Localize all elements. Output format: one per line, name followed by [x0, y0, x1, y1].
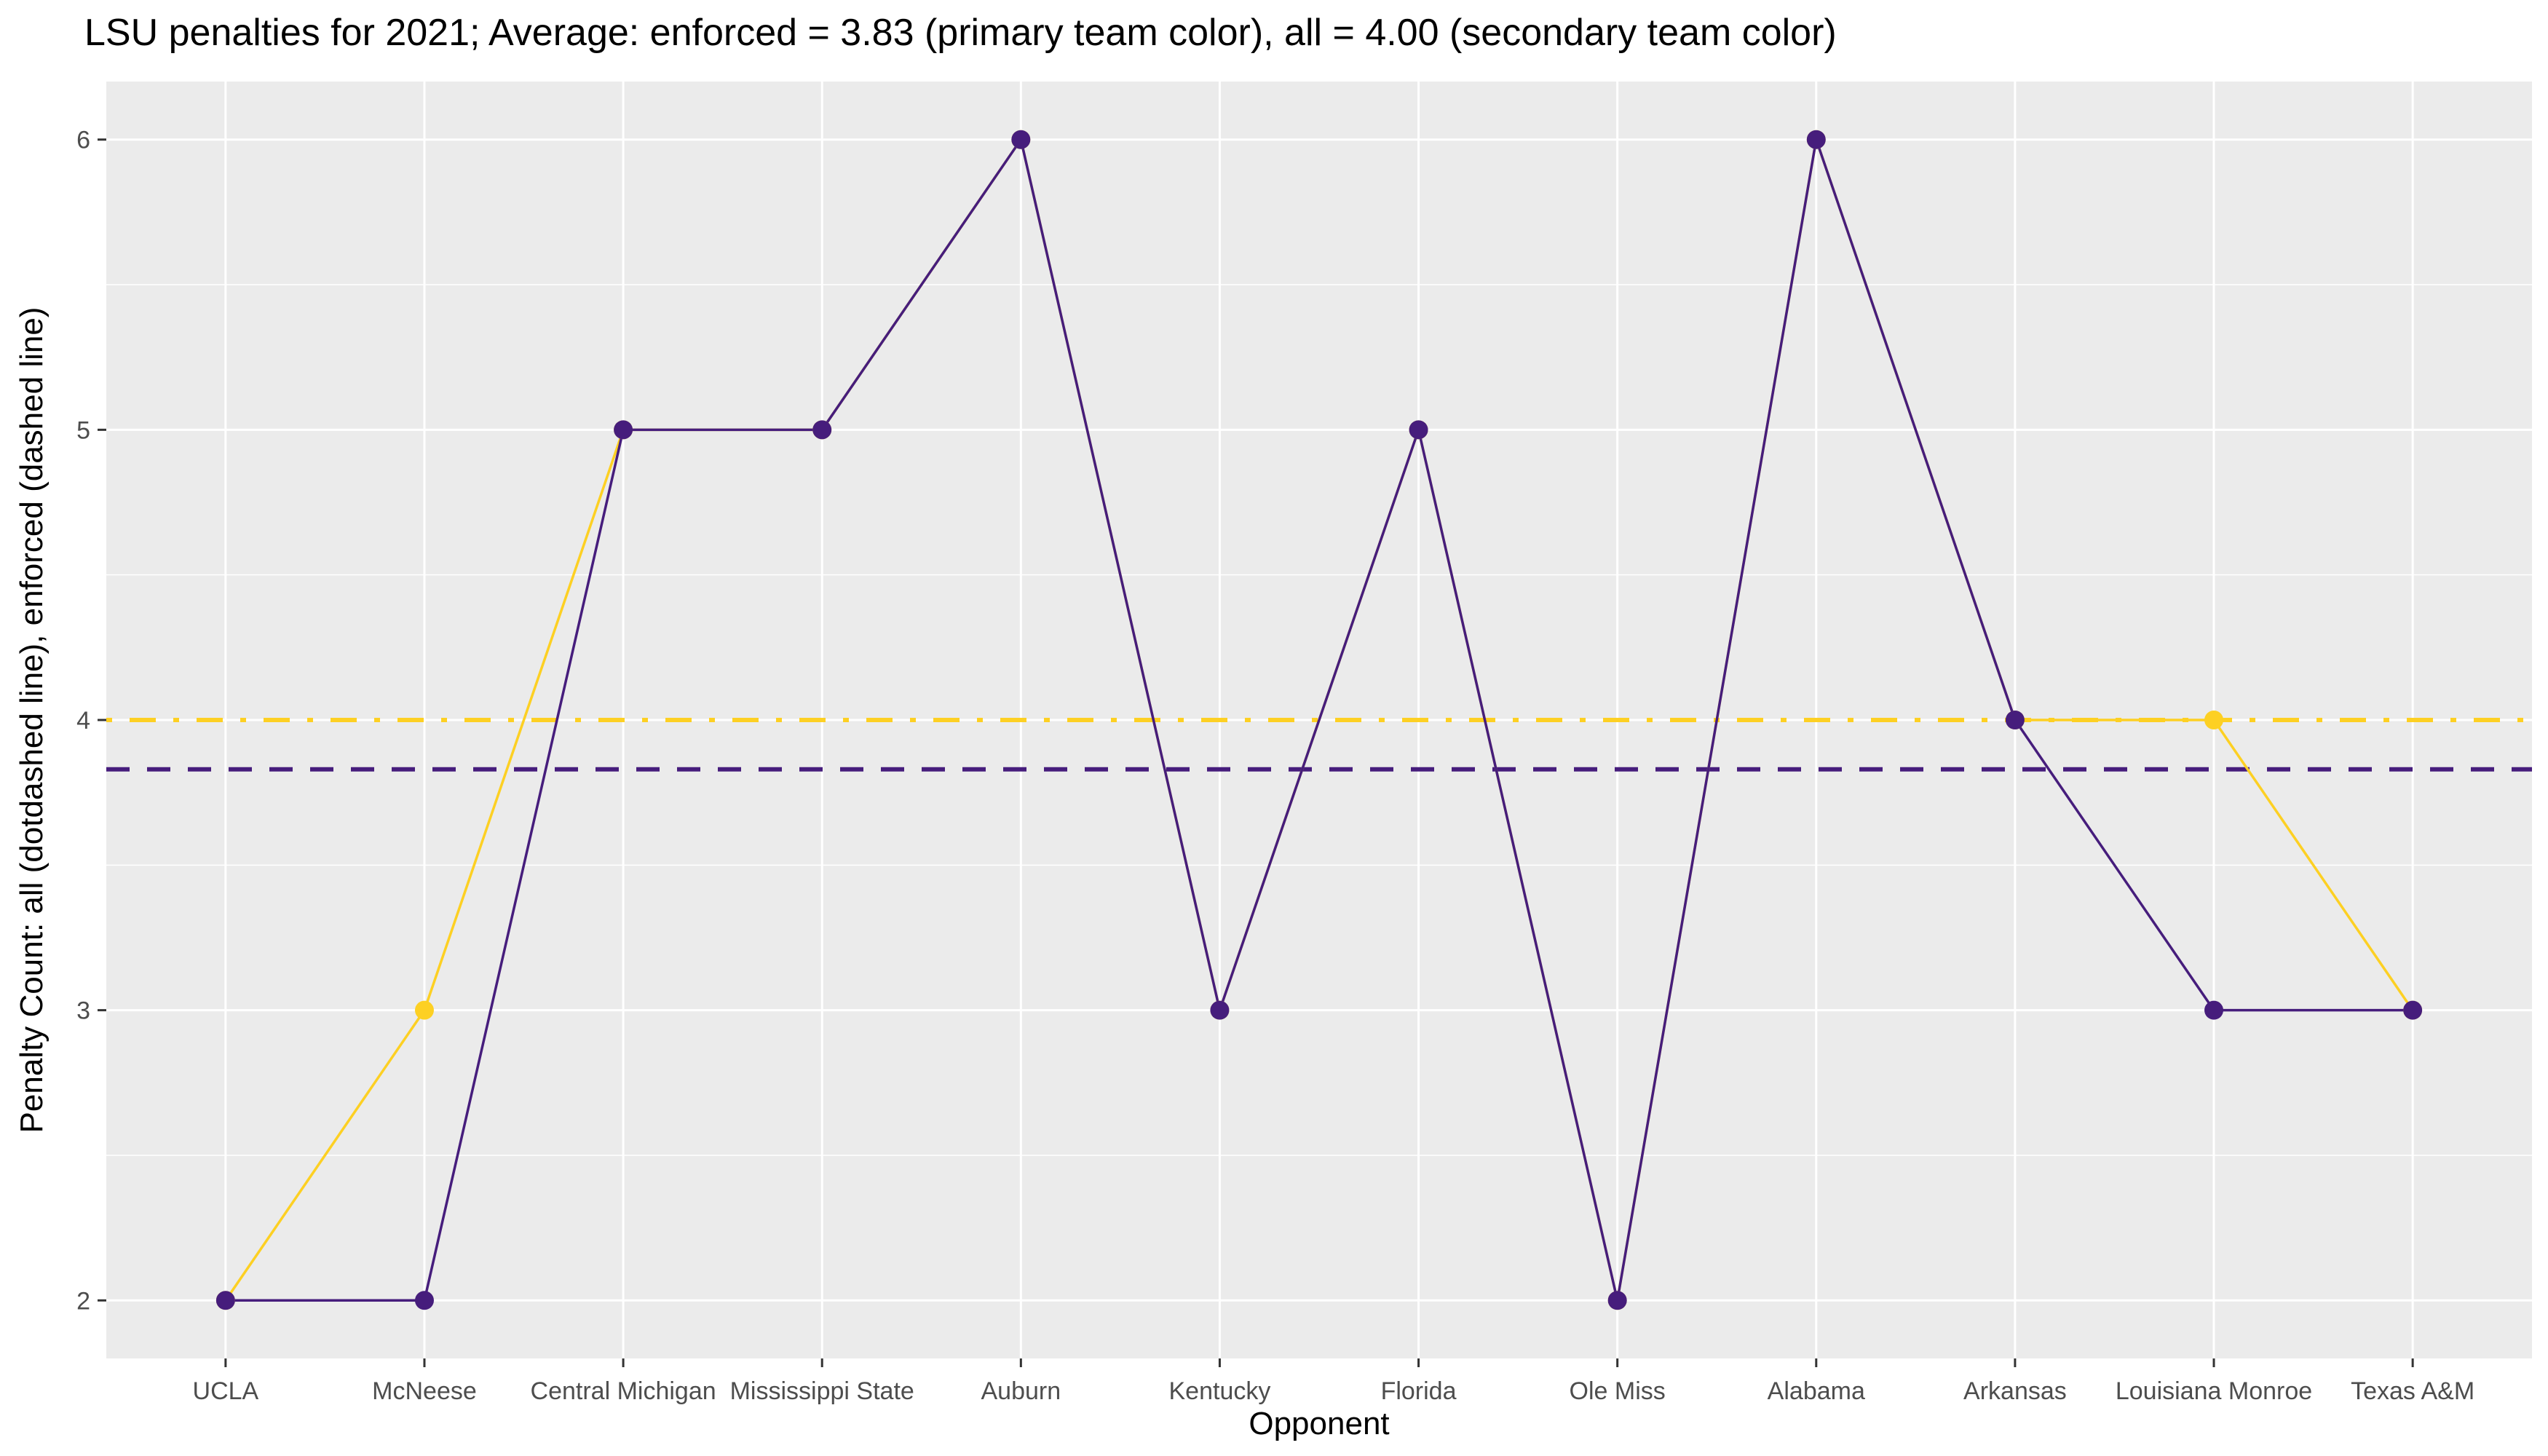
enforced-point — [2403, 1000, 2423, 1020]
enforced-point — [614, 420, 633, 440]
x-axis: UCLA McNeese Central Michigan Mississippi S… — [193, 1358, 2474, 1405]
y-tick-label: 3 — [76, 997, 90, 1025]
x-tick-label: Central Michigan — [531, 1377, 716, 1405]
x-tick-label: Texas A&M — [2351, 1377, 2474, 1405]
enforced-point — [1806, 130, 1826, 149]
enforced-point — [1011, 130, 1031, 149]
y-axis-title: Penalty Count: all (dotdashed line), enf… — [14, 307, 50, 1133]
x-tick-label: UCLA — [193, 1377, 259, 1405]
all-point — [414, 1000, 434, 1020]
x-tick-label: Mississippi State — [730, 1377, 914, 1405]
enforced-point — [1409, 420, 1428, 440]
all-point — [2204, 711, 2224, 729]
x-tick-label: Ole Miss — [1570, 1377, 1666, 1405]
y-axis: 2 3 4 5 6 — [76, 127, 106, 1315]
enforced-point — [2005, 711, 2025, 729]
x-tick-label: Arkansas — [1963, 1377, 2067, 1405]
x-tick-label: Florida — [1381, 1377, 1457, 1405]
x-tick-label: McNeese — [372, 1377, 477, 1405]
x-tick-label: Alabama — [1768, 1377, 1865, 1405]
x-tick-label: Louisiana Monroe — [2116, 1377, 2312, 1405]
chart-title: LSU penalties for 2021; Average: enforce… — [84, 12, 1837, 54]
series-lines — [224, 138, 2414, 1302]
x-tick-label: Kentucky — [1169, 1377, 1271, 1405]
enforced-point — [812, 420, 832, 440]
x-axis-title: Opponent — [1249, 1406, 1389, 1441]
x-tick-label: Auburn — [981, 1377, 1061, 1405]
minor-gridlines — [106, 284, 2532, 1156]
enforced-point — [1210, 1000, 1230, 1020]
y-tick-label: 5 — [76, 416, 90, 444]
average-lines — [106, 718, 2532, 772]
enforced-point — [2204, 1000, 2224, 1020]
series-points — [215, 130, 2423, 1310]
enforced-series-line — [225, 138, 2413, 1302]
y-tick-label: 6 — [76, 127, 90, 154]
enforced-point — [1607, 1291, 1627, 1310]
y-tick-label: 2 — [76, 1287, 90, 1315]
enforced-point — [215, 1291, 235, 1310]
y-tick-label: 4 — [76, 707, 90, 735]
enforced-point — [414, 1291, 434, 1310]
